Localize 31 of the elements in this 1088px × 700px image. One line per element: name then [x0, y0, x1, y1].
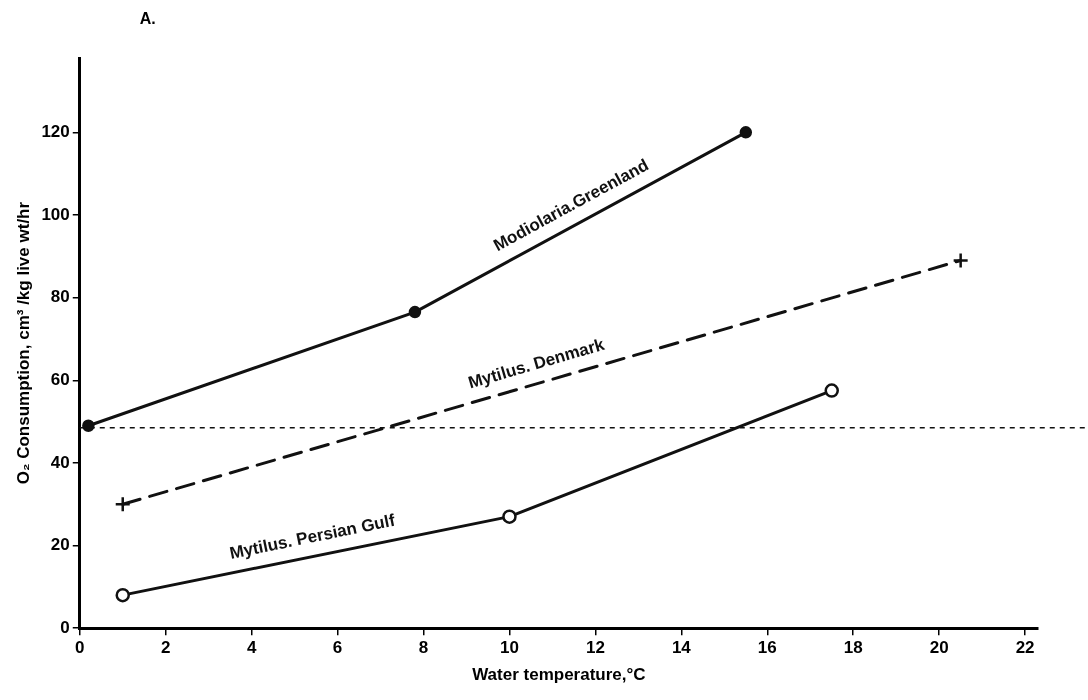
x-tick-label: 12 [585, 638, 605, 658]
x-tick-label: 4 [246, 638, 257, 658]
x-axis-title: Water temperature,°C [472, 665, 646, 685]
x-tick-label: 14 [671, 638, 692, 658]
y-tick-label: 0 [60, 617, 70, 637]
x-tick-label: 6 [332, 638, 343, 658]
y-tick-label: 80 [50, 287, 70, 307]
point [82, 419, 95, 432]
point [824, 383, 839, 398]
y-axis-title: O₂ Consumption, cm³ /kg live wt/hr [13, 201, 33, 485]
point [739, 126, 753, 139]
x-tick-label: 18 [843, 638, 863, 658]
y-tick-label: 40 [50, 452, 70, 472]
point [408, 305, 422, 319]
x-tick-label: 22 [1015, 638, 1035, 658]
text: Mytilus. Persian Gulf [227, 510, 397, 563]
point [502, 509, 517, 524]
x-tick-label: 10 [500, 638, 519, 658]
point [952, 252, 969, 269]
y-tick-label: 60 [50, 369, 70, 389]
x-tick-label: 8 [418, 638, 429, 658]
text: A. [139, 10, 156, 27]
point [114, 495, 131, 513]
point [115, 587, 130, 603]
x-tick-label: 20 [929, 638, 949, 658]
y-tick-label: 20 [50, 535, 70, 555]
x-tick-label: 2 [160, 638, 171, 658]
y-tick-label: 100 [41, 204, 70, 224]
x-tick-label: 16 [757, 638, 777, 658]
x-tick-label: 0 [75, 638, 85, 658]
y-tick-label: 120 [41, 122, 70, 142]
